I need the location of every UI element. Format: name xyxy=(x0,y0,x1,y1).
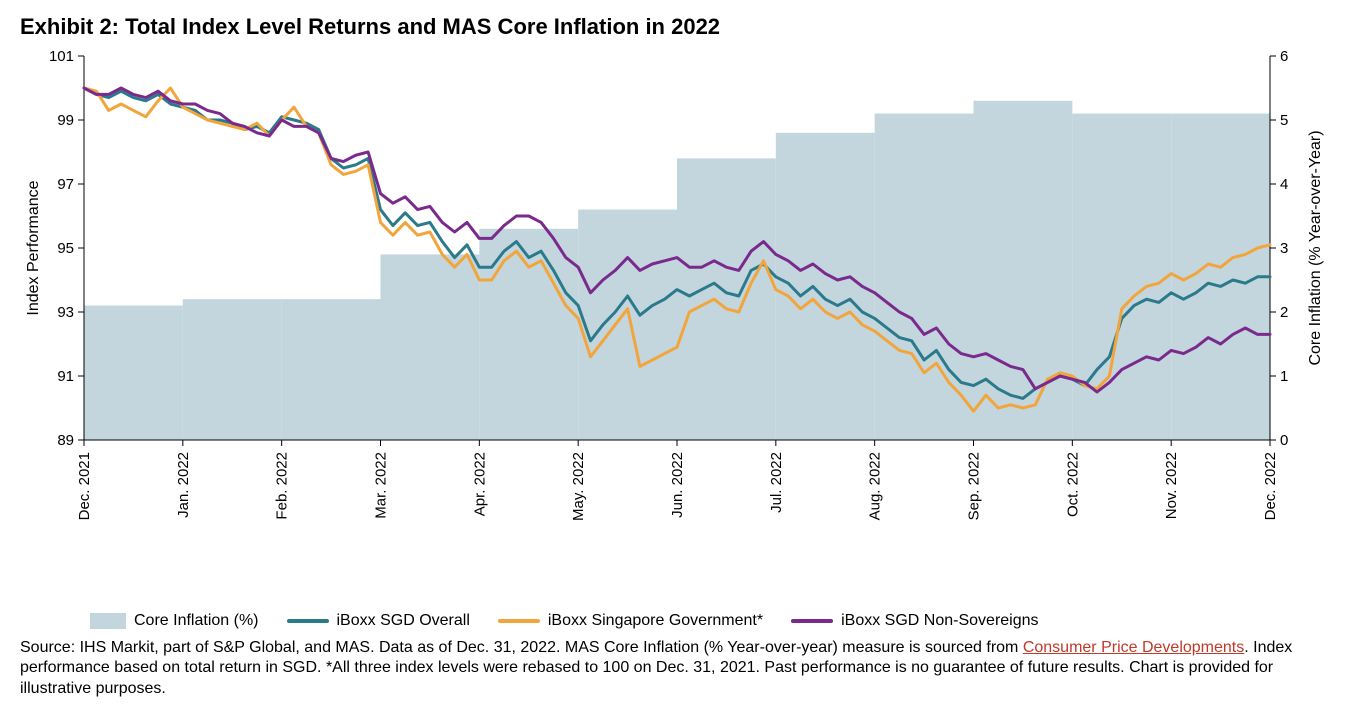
legend: Core Inflation (%) iBoxx SGD Overall iBoxx… xyxy=(90,612,1334,630)
svg-text:Aug. 2022: Aug. 2022 xyxy=(867,452,884,520)
svg-text:89: 89 xyxy=(57,432,74,449)
svg-text:99: 99 xyxy=(57,112,74,129)
exhibit-container: Exhibit 2: Total Index Level Returns and… xyxy=(0,0,1354,715)
legend-swatch xyxy=(498,619,540,623)
svg-text:Jun. 2022: Jun. 2022 xyxy=(669,452,686,518)
legend-item: Core Inflation (%) xyxy=(90,612,259,630)
svg-text:97: 97 xyxy=(57,176,74,193)
svg-text:101: 101 xyxy=(49,48,74,65)
svg-text:1: 1 xyxy=(1280,368,1288,385)
svg-text:Dec. 2021: Dec. 2021 xyxy=(76,452,93,520)
footnote-link[interactable]: Consumer Price Developments xyxy=(1023,639,1244,656)
legend-item: iBoxx SGD Non-Sovereigns xyxy=(791,612,1038,630)
svg-text:Oct. 2022: Oct. 2022 xyxy=(1064,452,1081,517)
legend-label: iBoxx Singapore Government* xyxy=(548,612,763,630)
svg-text:Dec. 2022: Dec. 2022 xyxy=(1262,452,1279,520)
svg-text:5: 5 xyxy=(1280,112,1288,129)
svg-text:Mar. 2022: Mar. 2022 xyxy=(373,452,390,519)
svg-text:Index Performance: Index Performance xyxy=(25,180,42,315)
svg-text:91: 91 xyxy=(57,368,74,385)
legend-item: iBoxx SGD Overall xyxy=(287,612,470,630)
svg-text:6: 6 xyxy=(1280,48,1288,65)
chart-area: 8991939597991010123456Dec. 2021Jan. 2022… xyxy=(20,46,1334,606)
svg-text:Sep. 2022: Sep. 2022 xyxy=(966,452,983,520)
legend-swatch xyxy=(791,619,833,623)
svg-text:4: 4 xyxy=(1280,176,1288,193)
svg-text:3: 3 xyxy=(1280,240,1288,257)
legend-label: iBoxx SGD Overall xyxy=(337,612,470,630)
svg-text:Nov. 2022: Nov. 2022 xyxy=(1163,452,1180,519)
svg-text:0: 0 xyxy=(1280,432,1288,449)
svg-text:Feb. 2022: Feb. 2022 xyxy=(274,452,291,520)
footnote: Source: IHS Markit, part of S&P Global, … xyxy=(20,638,1334,699)
svg-text:Jan. 2022: Jan. 2022 xyxy=(175,452,192,518)
chart-svg: 8991939597991010123456Dec. 2021Jan. 2022… xyxy=(20,46,1334,526)
legend-swatch xyxy=(90,613,126,629)
chart-title: Exhibit 2: Total Index Level Returns and… xyxy=(20,14,1334,40)
legend-item: iBoxx Singapore Government* xyxy=(498,612,763,630)
svg-text:Apr. 2022: Apr. 2022 xyxy=(471,452,488,516)
legend-swatch xyxy=(287,619,329,623)
svg-text:95: 95 xyxy=(57,240,74,257)
svg-text:Jul. 2022: Jul. 2022 xyxy=(768,452,785,513)
footnote-pre: Source: IHS Markit, part of S&P Global, … xyxy=(20,639,1023,656)
svg-text:93: 93 xyxy=(57,304,74,321)
legend-label: Core Inflation (%) xyxy=(134,612,259,630)
svg-text:Core Inflation (% Year-over-Ye: Core Inflation (% Year-over-Year) xyxy=(1307,130,1324,365)
svg-text:May. 2022: May. 2022 xyxy=(570,452,587,521)
legend-label: iBoxx SGD Non-Sovereigns xyxy=(841,612,1038,630)
svg-text:2: 2 xyxy=(1280,304,1288,321)
